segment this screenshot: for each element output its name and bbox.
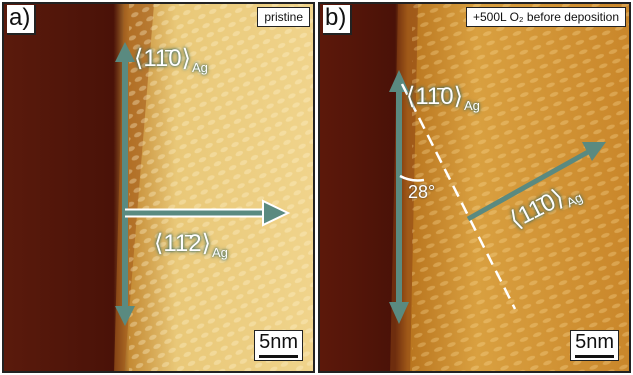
direction-label-horizontal-a: ⟨11̄2⟩Ag: [154, 229, 228, 260]
direction-text: ⟨11̄2⟩: [154, 230, 211, 257]
stm-panel-b: b) +500L O₂ before deposition ⟨11̄0⟩Ag ⟨…: [318, 2, 631, 373]
direction-text: ⟨11̄0⟩: [134, 45, 191, 72]
direction-subscript: Ag: [192, 60, 208, 75]
direction-subscript: Ag: [464, 98, 480, 113]
condition-label-a: pristine: [257, 7, 310, 27]
panel-label-a: a): [7, 5, 37, 35]
scale-bar-line: [575, 355, 614, 358]
direction-subscript: Ag: [212, 245, 228, 260]
direction-label-vertical-a: ⟨11̄0⟩Ag: [134, 44, 208, 75]
scale-bar-a: 5nm: [254, 330, 303, 361]
direction-text: ⟨11̄0⟩: [406, 83, 463, 110]
direction-label-vertical-b: ⟨11̄0⟩Ag: [406, 82, 480, 113]
scale-bar-label: 5nm: [259, 331, 298, 353]
angle-label: 28°: [408, 182, 436, 202]
scale-bar-b: 5nm: [570, 330, 619, 361]
stm-panel-a: a) pristine ⟨11̄0⟩Ag ⟨11̄2⟩Ag 5nm: [2, 2, 315, 373]
panel-label-b: b): [323, 5, 353, 35]
scale-bar-line: [259, 355, 298, 358]
scale-bar-label: 5nm: [575, 331, 614, 353]
stm-image-b: [320, 4, 629, 371]
condition-label-b: +500L O₂ before deposition: [466, 7, 626, 27]
stm-image-a: [4, 4, 313, 371]
